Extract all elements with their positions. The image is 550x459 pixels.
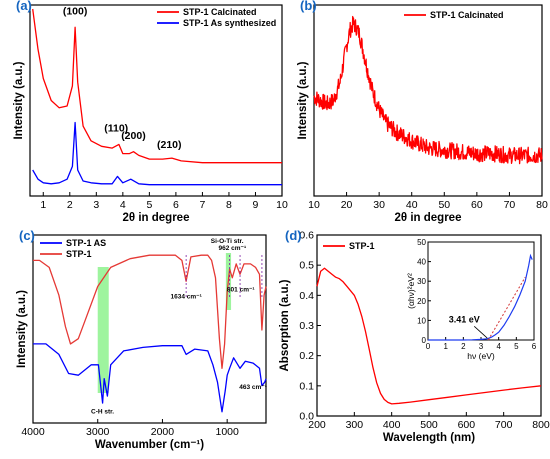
y-axis-label: Absorption (a.u.): [279, 279, 291, 371]
plot-frame: [313, 4, 543, 197]
annotation-label: (100): [63, 5, 88, 17]
x-tick-label: 7: [199, 199, 205, 211]
annotation-label: 463 cm⁻¹: [239, 384, 267, 391]
x-tick-label: 2: [67, 199, 73, 211]
y-tick-label: 0.6: [299, 230, 314, 242]
x-tick-label: 20: [341, 199, 353, 211]
x-tick-label: 6: [173, 199, 179, 211]
plot-frame: [29, 4, 283, 197]
inset-y-tick-label: 40: [417, 258, 426, 267]
x-tick-label: 200: [308, 419, 326, 431]
inset-y-tick-label: 0: [422, 336, 427, 345]
x-tick-label: 60: [471, 199, 483, 211]
x-tick-label: 500: [420, 419, 438, 431]
inset-x-tick-label: 0: [426, 342, 431, 351]
legend-label: STP-1 AS: [66, 238, 106, 248]
x-axis-label: Wavenumber (cm⁻¹): [95, 439, 204, 451]
y-tick-label: 0.5: [299, 260, 314, 272]
inset-fit-line: [487, 277, 526, 341]
legend-label: STP-1: [349, 241, 375, 251]
x-tick-label: 70: [504, 199, 516, 211]
y-tick-label: 0.1: [299, 380, 314, 392]
x-tick-label: 10: [276, 199, 288, 211]
x-tick-label: 800: [532, 419, 550, 431]
x-axis-label: Wavelength (nm): [383, 432, 475, 444]
x-tick-label: 4000: [21, 426, 45, 438]
legend-label: STP-1 As synthesized: [183, 18, 276, 28]
y-axis-label: Intensity (a.u.): [13, 61, 25, 139]
series-line-0: [32, 8, 282, 164]
x-axis-label: 2θ in degree: [123, 212, 190, 224]
annotation-label: 962 cm⁻¹: [219, 245, 247, 252]
inset-x-tick-label: 1: [443, 342, 448, 351]
x-axis-label: 2θ in degree: [395, 212, 462, 224]
panel-a-xrd-low-angle: 1 2 3 4 5 6 7 8 9 10 2θ in degree Intensity (a.u.) (…: [13, 0, 288, 224]
panel-label: (c): [19, 228, 35, 243]
x-tick-label: 1: [40, 199, 46, 211]
x-tick-label: 3: [93, 199, 99, 211]
x-tick-label: 9: [253, 199, 259, 211]
x-tick-label: 2000: [151, 426, 175, 438]
series-line-1: [33, 254, 267, 369]
inset-x-axis-label: hν (eV): [467, 351, 495, 361]
inset-x-tick-label: 5: [514, 342, 519, 351]
series-line-1: [32, 121, 282, 186]
annotation-label: C-H str.: [91, 409, 114, 416]
annotation-label: (110): [104, 123, 128, 135]
y-axis-label: Intensity (a.u.): [16, 290, 28, 368]
x-tick-label: 600: [458, 419, 476, 431]
plot-frame: [32, 234, 267, 424]
series-line-0: [316, 267, 542, 405]
x-tick-label: 1000: [215, 426, 239, 438]
series-line-0: [33, 343, 267, 413]
inset-annotation-arrow: [473, 325, 488, 339]
legend-label: STP-1 Calcinated: [183, 7, 257, 17]
series-line-0: [313, 15, 543, 165]
x-tick-label: 80: [536, 199, 548, 211]
x-tick-label: 5: [146, 199, 152, 211]
panel-b-xrd-wide-angle: 10 20 30 40 50 60 70 80 2θ in degree Intensity (a…: [297, 0, 548, 224]
annotation-label: 801 cm⁻¹: [227, 287, 255, 294]
y-tick-label: 0.0: [299, 411, 314, 423]
legend-label: STP-1: [66, 249, 92, 259]
inset-tauc-curve: [428, 253, 533, 341]
inset-x-tick-label: 3: [479, 342, 484, 351]
x-tick-label: 400: [383, 419, 401, 431]
panel-d-uv-vis-absorption: 200 300 400 500 600 700 8000.00.10.20.30.40.50…: [279, 228, 550, 444]
inset-x-tick-label: 2: [461, 342, 466, 351]
annotation-label: (200): [121, 130, 146, 142]
x-tick-label: 40: [406, 199, 418, 211]
x-tick-label: 8: [226, 199, 232, 211]
inset-y-axis-label: (αhν)²eV²: [406, 273, 416, 309]
x-tick-label: 50: [438, 199, 450, 211]
highlight-band: [97, 267, 109, 393]
y-tick-label: 0.2: [299, 350, 314, 362]
x-tick-label: 4: [120, 199, 126, 211]
y-tick-label: 0.3: [299, 320, 314, 332]
panel-label: (a): [16, 0, 32, 13]
legend-label: STP-1 Calcinated: [430, 10, 504, 20]
inset-y-tick-label: 10: [417, 316, 426, 325]
annotation-label: 1634 cm⁻¹: [170, 294, 201, 301]
x-tick-label: 30: [373, 199, 385, 211]
panel-c-ftir-spectrum: 4000 3000 2000 1000 Wavenumber (cm⁻¹) Intensi…: [16, 228, 267, 451]
x-tick-label: 10: [308, 199, 320, 211]
inset-x-tick-label: 6: [532, 342, 537, 351]
x-tick-label: 700: [495, 419, 513, 431]
inset-x-tick-label: 4: [496, 342, 501, 351]
y-tick-label: 0.4: [299, 290, 314, 302]
panel-label: (d): [285, 228, 302, 243]
panel-label: (b): [300, 0, 317, 13]
inset-bandgap-label: 3.41 eV: [449, 314, 480, 324]
x-tick-label: 300: [346, 419, 364, 431]
annotation-label: (210): [157, 139, 182, 151]
y-axis-label: Intensity (a.u.): [297, 61, 309, 139]
inset-y-tick-label: 20: [417, 297, 426, 306]
annotation-label: Si-O-Ti str.: [211, 238, 244, 245]
inset-y-tick-label: 50: [417, 238, 426, 247]
x-tick-label: 3000: [86, 426, 110, 438]
inset-y-tick-label: 30: [417, 277, 426, 286]
inset-frame: [427, 241, 535, 341]
